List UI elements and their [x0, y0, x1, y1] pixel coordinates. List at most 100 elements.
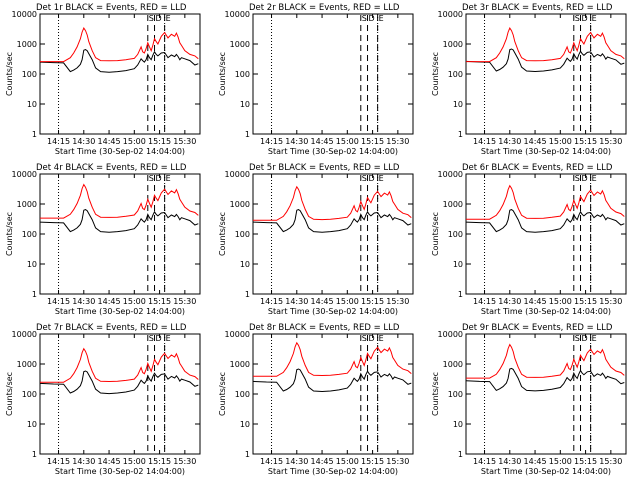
detector-panel: Det 8r BLACK = Events, RED = LLD 1 10 100 10… — [218, 323, 414, 476]
y-tick-label: 1 — [458, 450, 463, 459]
x-tick-label: 15:30 — [173, 457, 196, 466]
plot-frame — [39, 333, 201, 455]
y-tick-label: 1 — [245, 290, 250, 299]
marker-label: E — [592, 174, 597, 183]
x-tick-label: 14:30 — [285, 137, 308, 146]
panel-title: Det 7r BLACK = Events, RED = LLD — [36, 323, 187, 333]
y-tick-label: 1000 — [230, 360, 250, 369]
y-tick-label: 10000 — [225, 170, 250, 179]
x-tick-label: 15:00 — [336, 137, 359, 146]
x-tick-label: 15:30 — [173, 297, 196, 306]
x-tick-label: 14:30 — [72, 137, 95, 146]
x-tick-label: 14:15 — [473, 297, 496, 306]
x-tick-label: 14:15 — [260, 457, 283, 466]
detector-panel: Det 2r BLACK = Events, RED = LLD 1 10 100 10… — [218, 3, 414, 156]
x-axis-label: Start Time (30-Sep-02 14:04:00) — [55, 307, 185, 316]
y-tick-label: 10 — [453, 260, 463, 269]
lld-series-line — [253, 185, 412, 221]
x-tick-label: 14:30 — [72, 297, 95, 306]
marker-label: E — [166, 14, 171, 23]
y-tick-label: 1 — [32, 290, 37, 299]
marker-label: E — [592, 14, 597, 23]
x-tick-label: 14:45 — [311, 297, 334, 306]
y-tick-label: 1 — [32, 450, 37, 459]
y-tick-label: 100 — [235, 390, 250, 399]
y-tick-label: 1 — [32, 130, 37, 139]
x-tick-label: 14:45 — [524, 297, 547, 306]
x-tick-label: 15:15 — [574, 297, 597, 306]
lld-series-line — [466, 184, 625, 220]
detector-panel: Det 9r BLACK = Events, RED = LLD 1 10 100 10… — [431, 323, 627, 476]
y-axis-label: Counts/sec — [431, 52, 440, 96]
x-tick-label: 15:15 — [148, 297, 171, 306]
y-tick-label: 10 — [27, 100, 37, 109]
x-tick-label: 15:00 — [549, 297, 572, 306]
x-tick-label: 14:45 — [524, 457, 547, 466]
marker-label: S — [575, 174, 580, 183]
y-tick-label: 1 — [245, 450, 250, 459]
lld-series-line — [40, 183, 199, 219]
y-tick-label: 10000 — [225, 330, 250, 339]
y-tick-label: 10000 — [438, 330, 463, 339]
x-tick-label: 14:45 — [311, 457, 334, 466]
lld-series-line — [253, 341, 412, 377]
x-tick-label: 15:00 — [336, 297, 359, 306]
y-tick-label: 10000 — [12, 170, 37, 179]
detector-panel: Det 5r BLACK = Events, RED = LLD 1 10 100 10… — [218, 163, 414, 316]
y-tick-label: 100 — [22, 70, 37, 79]
y-tick-label: 1000 — [443, 40, 463, 49]
x-tick-label: 15:15 — [574, 457, 597, 466]
y-tick-label: 100 — [235, 70, 250, 79]
x-tick-label: 15:30 — [599, 297, 622, 306]
x-tick-label: 15:00 — [123, 297, 146, 306]
x-axis-label: Start Time (30-Sep-02 14:04:00) — [268, 467, 398, 476]
detector-panel: Det 1r BLACK = Events, RED = LLD 1 10 100 10… — [5, 3, 201, 156]
x-tick-label: 15:30 — [386, 137, 409, 146]
x-tick-label: 15:00 — [549, 457, 572, 466]
y-tick-label: 1000 — [443, 200, 463, 209]
y-tick-label: 100 — [235, 230, 250, 239]
plot-frame — [252, 13, 414, 135]
events-series-line — [465, 48, 625, 73]
x-tick-label: 14:45 — [524, 137, 547, 146]
x-tick-label: 15:15 — [148, 137, 171, 146]
x-tick-label: 15:15 — [361, 297, 384, 306]
events-series-line — [39, 370, 199, 395]
y-tick-label: 100 — [448, 390, 463, 399]
detector-panel: Det 4r BLACK = Events, RED = LLD 1 10 100 10… — [5, 163, 201, 316]
x-axis-label: Start Time (30-Sep-02 14:04:00) — [268, 307, 398, 316]
events-series-line — [252, 368, 412, 393]
y-tick-label: 10 — [240, 260, 250, 269]
x-tick-label: 15:00 — [549, 137, 572, 146]
marker-label: S — [362, 14, 367, 23]
y-tick-label: 10000 — [12, 330, 37, 339]
marker-label: D — [156, 14, 162, 23]
detector-panel: Det 7r BLACK = Events, RED = LLD 1 10 100 10… — [5, 323, 201, 476]
x-tick-label: 15:30 — [386, 457, 409, 466]
y-tick-label: 100 — [448, 70, 463, 79]
x-tick-label: 15:30 — [599, 457, 622, 466]
y-tick-label: 1 — [245, 130, 250, 139]
y-axis-label: Counts/sec — [5, 372, 14, 416]
panel-title: Det 5r BLACK = Events, RED = LLD — [249, 163, 400, 173]
y-tick-label: 10000 — [12, 10, 37, 19]
marker-label: E — [592, 334, 597, 343]
x-tick-label: 14:15 — [47, 457, 70, 466]
events-series-line — [39, 49, 199, 73]
marker-label: D — [582, 334, 588, 343]
x-tick-label: 15:30 — [599, 137, 622, 146]
x-tick-label: 14:30 — [498, 137, 521, 146]
y-tick-label: 1000 — [17, 200, 37, 209]
x-axis-label: Start Time (30-Sep-02 14:04:00) — [55, 467, 185, 476]
x-axis-label: Start Time (30-Sep-02 14:04:00) — [481, 147, 611, 156]
marker-label: D — [369, 334, 375, 343]
y-tick-label: 1000 — [230, 40, 250, 49]
lld-series-line — [40, 347, 199, 383]
y-tick-label: 1000 — [230, 200, 250, 209]
y-tick-label: 1000 — [17, 40, 37, 49]
y-tick-label: 10 — [27, 420, 37, 429]
lld-series-line — [466, 343, 625, 379]
marker-label: E — [379, 334, 384, 343]
x-tick-label: 14:15 — [260, 137, 283, 146]
